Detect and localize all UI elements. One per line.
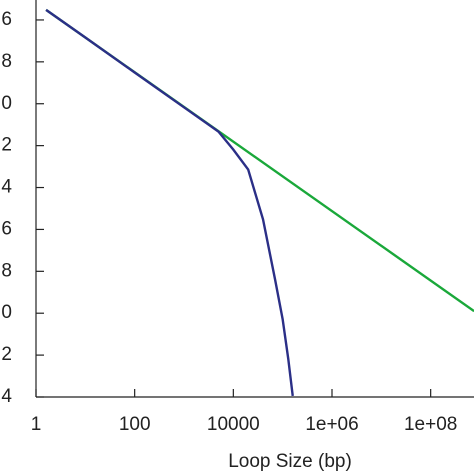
y-tick-label: 2 xyxy=(1,135,12,156)
y-tick-label: 6 xyxy=(1,218,12,239)
x-tick-label: 1e+06 xyxy=(305,414,358,435)
line xyxy=(45,8,294,397)
x-tick-label: 1e+08 xyxy=(404,414,457,435)
x-tick-label: 10000 xyxy=(207,414,260,435)
y-tick-label: 0 xyxy=(1,302,12,323)
y-tick-label: 6 xyxy=(1,9,12,30)
y-tick-label: 8 xyxy=(1,51,12,72)
y-tick-label: 4 xyxy=(1,386,12,407)
x-tick-label: 100 xyxy=(119,414,151,435)
y-tick-label: 4 xyxy=(1,177,12,198)
y-tick-label: 2 xyxy=(1,344,12,365)
y-tick-label: 0 xyxy=(1,93,12,114)
x-axis-label: Loop Size (bp) xyxy=(228,451,352,472)
y-tick-label: 8 xyxy=(1,260,12,281)
x-tick-label: 1 xyxy=(31,414,42,435)
